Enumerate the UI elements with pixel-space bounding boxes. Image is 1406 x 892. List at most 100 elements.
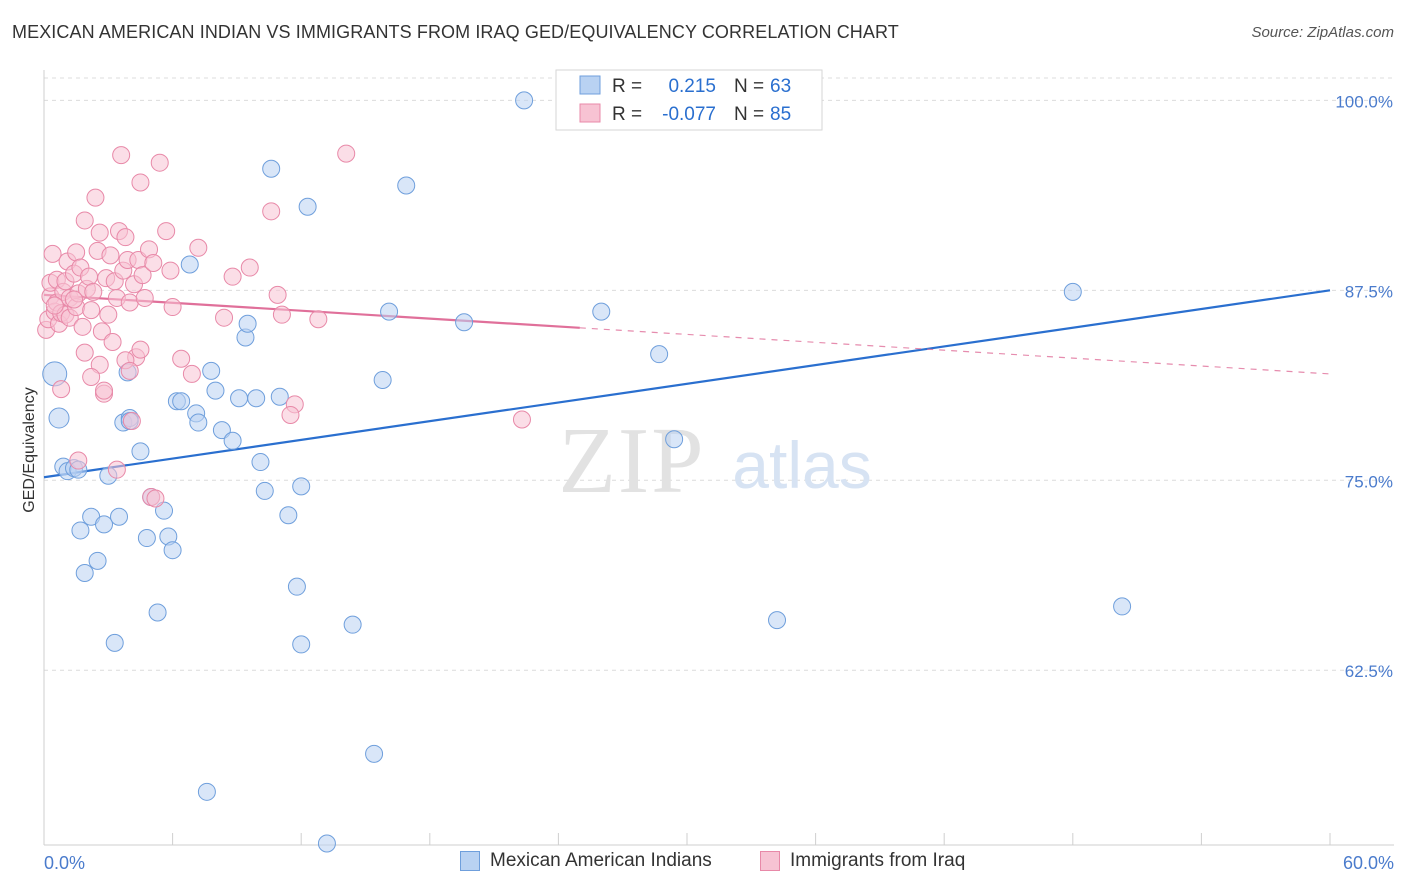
point-mexican-american-indians (131, 442, 150, 461)
legend-n-value-1: 63 (770, 76, 791, 97)
y-tick-label: 100.0% (1335, 92, 1393, 111)
point-mexican-american-indians (255, 481, 274, 500)
point-immigrants-from-iraq (90, 223, 109, 242)
point-immigrants-from-iraq (103, 333, 122, 352)
legend-r-value-2: -0.077 (662, 104, 716, 125)
point-mexican-american-indians (95, 515, 114, 534)
point-immigrants-from-iraq (120, 361, 139, 380)
point-mexican-american-indians (292, 635, 311, 654)
point-mexican-american-indians (155, 501, 174, 520)
point-immigrants-from-iraq (52, 380, 71, 399)
axes (43, 70, 1394, 846)
point-mexican-american-indians (189, 413, 208, 432)
trend-line-dashed (579, 327, 1331, 375)
point-mexican-american-indians (230, 389, 249, 408)
point-immigrants-from-iraq (144, 253, 163, 272)
point-immigrants-from-iraq (337, 144, 356, 163)
point-immigrants-from-iraq (82, 301, 101, 320)
point-mexican-american-indians (515, 91, 534, 110)
legend-swatch-blue (579, 75, 601, 95)
point-mexican-american-indians (455, 313, 474, 332)
point-immigrants-from-iraq (163, 298, 182, 317)
point-mexican-american-indians (137, 529, 156, 548)
y-tick-label: 62.5% (1345, 662, 1393, 681)
watermark-atlas: atlas (732, 428, 871, 502)
point-immigrants-from-iraq (75, 343, 94, 362)
point-mexican-american-indians (251, 453, 270, 472)
legend-swatch-pink (579, 103, 601, 123)
point-mexican-american-indians (148, 603, 167, 622)
point-mexican-american-indians (48, 407, 70, 429)
legend-label-mexican-american-indians: Mexican American Indians (490, 850, 712, 871)
point-immigrants-from-iraq (99, 305, 118, 324)
point-mexican-american-indians (287, 577, 306, 596)
y-axis-label: GED/Equivalency (21, 387, 38, 512)
point-mexican-american-indians (373, 371, 392, 389)
point-immigrants-from-iraq (67, 243, 86, 262)
grid-lines (44, 77, 1394, 671)
point-immigrants-from-iraq (90, 355, 109, 374)
point-immigrants-from-iraq (150, 153, 169, 172)
point-mexican-american-indians (397, 176, 416, 195)
point-immigrants-from-iraq (43, 244, 62, 263)
y-tick-label: 75.0% (1345, 472, 1393, 491)
point-immigrants-from-iraq (116, 228, 135, 247)
point-immigrants-from-iraq (65, 290, 84, 309)
legend-n-label-2: N = (734, 104, 764, 125)
point-mexican-american-indians (298, 197, 317, 216)
point-immigrants-from-iraq (309, 310, 328, 329)
point-mexican-american-indians (380, 302, 399, 321)
legend-label-immigrants-from-iraq: Immigrants from Iraq (790, 850, 966, 871)
legend-swatch-immigrants-from-iraq (760, 851, 780, 871)
source-credit: Source: ZipAtlas.com (1251, 24, 1394, 41)
point-mexican-american-indians (238, 314, 257, 333)
point-mexican-american-indians (1063, 282, 1082, 301)
legend-r-label-1: R = (612, 76, 642, 97)
correlation-legend: R = 0.215 N = 63 R = -0.077 N = 85 (555, 69, 823, 131)
point-mexican-american-indians (163, 541, 182, 560)
point-mexican-american-indians (180, 255, 199, 274)
point-immigrants-from-iraq (45, 296, 64, 315)
point-mexican-american-indians (110, 507, 129, 526)
point-mexican-american-indians (75, 563, 94, 582)
point-immigrants-from-iraq (69, 451, 88, 470)
point-mexican-american-indians (592, 302, 611, 321)
point-immigrants-from-iraq (189, 238, 208, 257)
point-immigrants-from-iraq (161, 261, 180, 280)
legend-n-value-2: 85 (770, 104, 791, 125)
point-immigrants-from-iraq (146, 489, 165, 508)
point-mexican-american-indians (105, 633, 124, 652)
point-immigrants-from-iraq (131, 173, 150, 192)
point-immigrants-from-iraq (223, 267, 242, 286)
legend-item-mexican-american-indians: Mexican American Indians (460, 850, 712, 872)
point-immigrants-from-iraq (182, 364, 201, 383)
point-immigrants-from-iraq (86, 188, 105, 207)
series-legend: Mexican American Indians Immigrants from… (0, 850, 1406, 880)
point-immigrants-from-iraq (268, 285, 287, 304)
data-points (37, 91, 1132, 853)
point-mexican-american-indians (650, 345, 669, 364)
point-immigrants-from-iraq (262, 202, 281, 221)
point-mexican-american-indians (292, 477, 311, 496)
legend-item-immigrants-from-iraq: Immigrants from Iraq (760, 850, 965, 872)
point-immigrants-from-iraq (107, 460, 126, 479)
point-immigrants-from-iraq (112, 146, 131, 165)
point-immigrants-from-iraq (84, 282, 103, 301)
y-tick-labels: 62.5% 75.0% 87.5% 100.0% (1335, 92, 1393, 681)
chart-title: MEXICAN AMERICAN INDIAN VS IMMIGRANTS FR… (12, 22, 899, 42)
point-mexican-american-indians (279, 506, 298, 525)
point-mexican-american-indians (270, 387, 289, 406)
legend-n-label-1: N = (734, 76, 764, 97)
point-immigrants-from-iraq (75, 211, 94, 230)
point-mexican-american-indians (212, 421, 231, 440)
point-immigrants-from-iraq (73, 317, 92, 336)
point-immigrants-from-iraq (80, 267, 99, 286)
point-immigrants-from-iraq (281, 405, 300, 424)
point-mexican-american-indians (317, 834, 336, 853)
point-immigrants-from-iraq (122, 412, 141, 431)
point-mexican-american-indians (247, 389, 266, 408)
point-mexican-american-indians (197, 782, 216, 801)
point-immigrants-from-iraq (95, 381, 114, 400)
watermark: ZIP atlas (559, 409, 872, 513)
point-mexican-american-indians (88, 551, 107, 570)
